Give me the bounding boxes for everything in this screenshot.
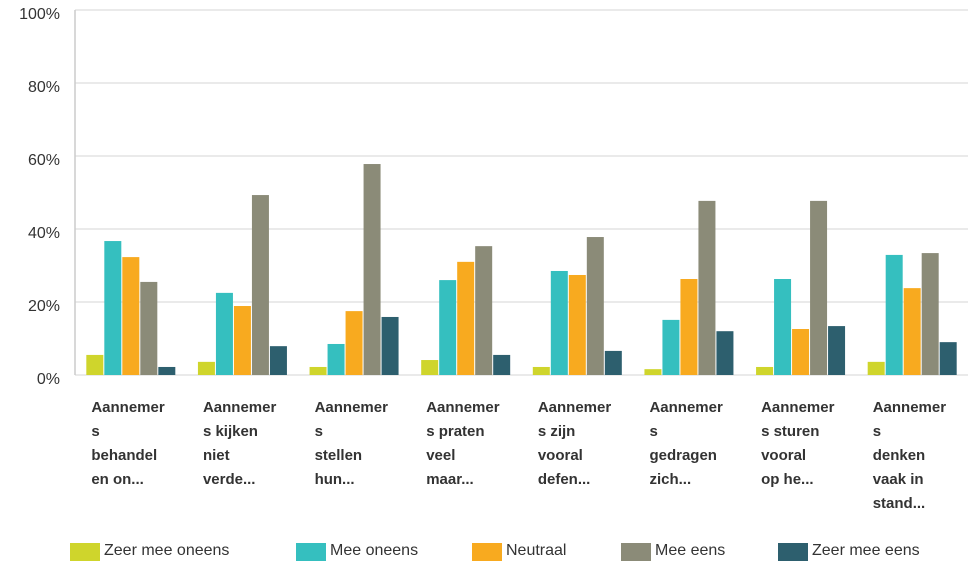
legend-swatch — [296, 543, 326, 561]
bar — [327, 343, 345, 375]
x-tick-label: s zijn — [538, 423, 576, 440]
x-tick-label: Aannemer — [649, 399, 723, 416]
bar — [345, 311, 363, 375]
bar — [698, 200, 716, 375]
legend-label: Zeer mee oneens — [104, 542, 229, 559]
bar — [269, 346, 287, 375]
x-tick-label: Aannemer — [538, 399, 612, 416]
legend-label: Mee oneens — [330, 542, 418, 559]
bar — [140, 281, 158, 375]
x-tick-label: stand... — [873, 495, 926, 512]
bar — [774, 279, 792, 375]
bar — [493, 354, 511, 375]
x-tick-label: Aannemer — [203, 399, 277, 416]
bar — [86, 354, 104, 375]
bar — [363, 164, 381, 375]
bar — [921, 253, 939, 375]
bar — [867, 361, 885, 375]
x-tick-label: en on... — [91, 471, 144, 488]
x-tick-label: Aannemer — [873, 399, 947, 416]
bar — [680, 279, 698, 375]
legend-swatch — [621, 543, 651, 561]
y-tick-label: 0% — [37, 371, 60, 388]
bar — [550, 270, 568, 375]
bar — [215, 292, 233, 375]
x-tick-label: veel — [426, 447, 455, 464]
x-tick-label: maar... — [426, 471, 474, 488]
y-tick-label: 20% — [28, 298, 60, 315]
bar — [457, 261, 475, 375]
bar — [233, 306, 251, 375]
bar — [644, 369, 662, 375]
x-tick-label: stellen — [315, 447, 363, 464]
legend-swatch — [70, 543, 100, 561]
y-tick-label: 100% — [19, 6, 60, 23]
bar — [939, 342, 957, 375]
y-tick-label: 60% — [28, 152, 60, 169]
bar — [586, 237, 604, 375]
x-tick-label: hun... — [315, 471, 355, 488]
x-tick-label: s praten — [426, 423, 484, 440]
x-tick-label: s — [91, 423, 99, 440]
bar — [122, 257, 140, 375]
bar — [421, 360, 439, 375]
bar — [475, 246, 493, 375]
x-tick-label: Aannemer — [761, 399, 835, 416]
legend-swatch — [778, 543, 808, 561]
x-tick-label: zich... — [649, 471, 691, 488]
bar — [756, 366, 774, 375]
x-tick-label: gedragen — [649, 447, 717, 464]
bar — [792, 329, 810, 375]
x-tick-label: verde... — [203, 471, 256, 488]
bar — [158, 366, 176, 375]
x-tick-label: Aannemer — [426, 399, 500, 416]
bar — [828, 326, 846, 375]
bar — [903, 288, 921, 375]
x-tick-label: niet — [203, 447, 230, 464]
legend-swatch — [472, 543, 502, 561]
x-tick-label: s — [315, 423, 323, 440]
bar — [885, 254, 903, 375]
x-tick-label: s kijken — [203, 423, 258, 440]
x-tick-label: s — [649, 423, 657, 440]
y-tick-label: 40% — [28, 225, 60, 242]
legend-label: Mee eens — [655, 542, 725, 559]
x-tick-label: defen... — [538, 471, 591, 488]
x-tick-label: op he... — [761, 471, 814, 488]
y-tick-label: 80% — [28, 79, 60, 96]
x-tick-label: vaak in — [873, 471, 924, 488]
bar — [104, 241, 122, 375]
bar — [604, 350, 622, 375]
bar — [309, 366, 327, 375]
x-tick-label: Aannemer — [315, 399, 389, 416]
x-tick-label: Aannemer — [91, 399, 165, 416]
legend-label: Neutraal — [506, 542, 566, 559]
bar — [381, 316, 399, 375]
legend-label: Zeer mee eens — [812, 542, 920, 559]
x-tick-label: vooral — [538, 447, 583, 464]
bar — [716, 331, 734, 375]
bar — [662, 319, 680, 375]
bar — [810, 200, 828, 375]
x-tick-label: s sturen — [761, 423, 819, 440]
bar — [568, 274, 586, 375]
bar — [532, 366, 550, 375]
bar — [439, 280, 457, 375]
bar — [251, 195, 269, 375]
x-tick-label: denken — [873, 447, 926, 464]
x-tick-label: s — [873, 423, 881, 440]
x-tick-label: behandel — [91, 447, 157, 464]
bar — [197, 361, 215, 375]
x-tick-label: vooral — [761, 447, 806, 464]
